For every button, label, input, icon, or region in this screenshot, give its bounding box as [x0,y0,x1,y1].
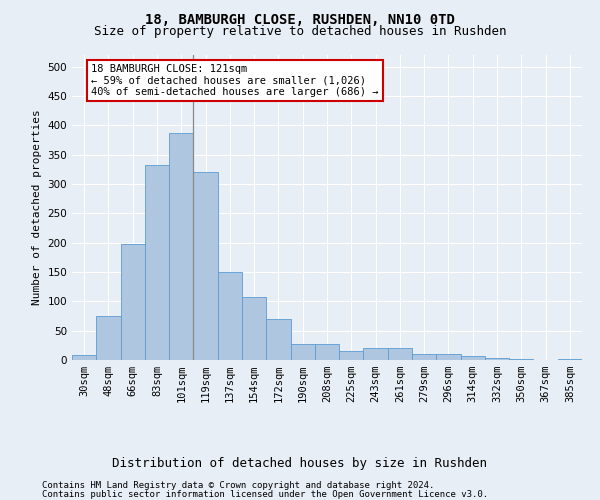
Bar [315,344,339,360]
Bar [290,344,315,360]
Text: 18, BAMBURGH CLOSE, RUSHDEN, NN10 0TD: 18, BAMBURGH CLOSE, RUSHDEN, NN10 0TD [145,12,455,26]
Bar [461,356,485,360]
Bar [121,244,145,360]
Bar [242,296,266,360]
Bar [193,172,218,360]
Bar [218,272,242,360]
Y-axis label: Number of detached properties: Number of detached properties [32,110,42,306]
Text: Contains HM Land Registry data © Crown copyright and database right 2024.: Contains HM Land Registry data © Crown c… [42,481,434,490]
Bar [96,316,121,360]
Bar [364,348,388,360]
Bar [412,354,436,360]
Bar [72,356,96,360]
Text: Size of property relative to detached houses in Rushden: Size of property relative to detached ho… [94,25,506,38]
Bar [436,354,461,360]
Bar [388,348,412,360]
Bar [266,319,290,360]
Bar [339,351,364,360]
Bar [145,164,169,360]
Text: Distribution of detached houses by size in Rushden: Distribution of detached houses by size … [113,458,487,470]
Text: Contains public sector information licensed under the Open Government Licence v3: Contains public sector information licen… [42,490,488,499]
Bar [169,133,193,360]
Bar [485,358,509,360]
Text: 18 BAMBURGH CLOSE: 121sqm
← 59% of detached houses are smaller (1,026)
40% of se: 18 BAMBURGH CLOSE: 121sqm ← 59% of detac… [91,64,379,97]
